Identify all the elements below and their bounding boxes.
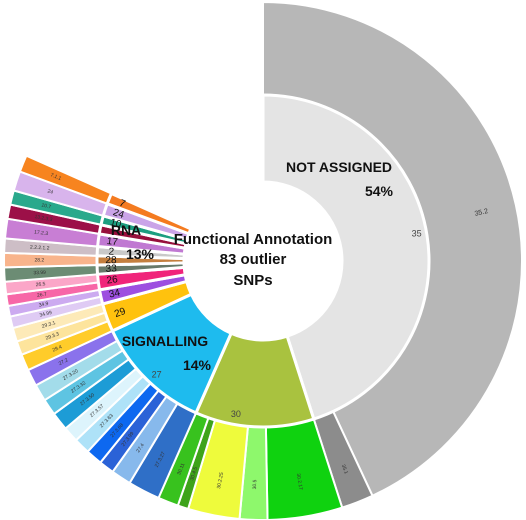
inner-segment-number: 29 (113, 306, 128, 320)
outer-segment-label: 30.4.5 (189, 466, 199, 481)
inner-segment-percent: 13% (126, 246, 155, 262)
outer-segment-label: 24 (47, 188, 54, 195)
inner-ring (95, 93, 431, 429)
outer-segment-label: 17.2.3 (34, 229, 49, 237)
outer-segment-label: 35.2 (474, 208, 489, 218)
inner-segment-label: SIGNALLING (122, 333, 208, 349)
outer-segment-label: 29.3.1 (41, 320, 56, 330)
inner-segment-number: 10 (109, 217, 123, 231)
inner-segment-number: 7 (117, 198, 127, 210)
inner-segment-number: 30 (231, 409, 241, 419)
inner-segment-number: 17 (106, 236, 119, 248)
inner-segment-number: 26 (106, 274, 119, 286)
center-label-line-1: Functional Annotation (174, 231, 333, 248)
outer-segment-label: 2.2.2.1.2 (30, 244, 50, 251)
inner-segment-percent: 14% (183, 357, 212, 373)
center-hole (184, 182, 342, 340)
outer-segment-label: 34.9 (38, 301, 49, 309)
outer-segment-label: 30.5 (252, 479, 258, 489)
outer-segment-label: 30.2.17 (295, 473, 304, 491)
inner-segment-label: RNA (111, 222, 141, 238)
outer-segment-label: 26.7 (37, 291, 48, 298)
ring-labels: 35.235.130.2.1730.530.2.2530.4.530.1127.… (30, 159, 489, 491)
center-label-line-2: 83 outlier (220, 251, 287, 268)
outer-segment-label: 29.3.3 (45, 331, 60, 341)
outer-segment-label: 7.1.1 (49, 172, 62, 182)
outer-segment-label: 27.4 (135, 442, 145, 454)
inner-segment-number: 33 (105, 263, 117, 275)
outer-segment-label: 34.99 (39, 310, 53, 319)
center-label-line-3: SNPs (233, 272, 272, 289)
inner-segment-number: 2 (108, 246, 115, 257)
outer-segment-label: 33.99 (33, 270, 46, 277)
center-label: Functional Annotation 83 outlier SNPs (174, 231, 333, 289)
inner-segment-percent: 54% (365, 183, 394, 199)
outer-segment-label: 26.5 (35, 281, 46, 288)
inner-segment-number: 27 (152, 369, 162, 379)
outer-segment-label: 30.11 (176, 462, 186, 476)
outer-segment-label: 29.4 (52, 344, 64, 353)
inner-segment-number: 24 (111, 207, 125, 221)
inner-segment-number: 34 (108, 287, 122, 300)
outer-segment-label: 35.1 (340, 464, 349, 475)
outer-segment-label: 10.7 (41, 202, 52, 210)
inner-segment-number: 35 (412, 228, 422, 238)
outer-segment-label: 13.2.3.3 (34, 214, 53, 223)
inner-segment-label: NOT ASSIGNED (286, 159, 392, 175)
outer-segment-label: 28.2 (34, 258, 44, 264)
inner-segment-number: 28 (105, 255, 117, 266)
outer-segment-label: 27.2 (58, 357, 70, 367)
outer-segment-label: 30.2.25 (216, 472, 225, 490)
